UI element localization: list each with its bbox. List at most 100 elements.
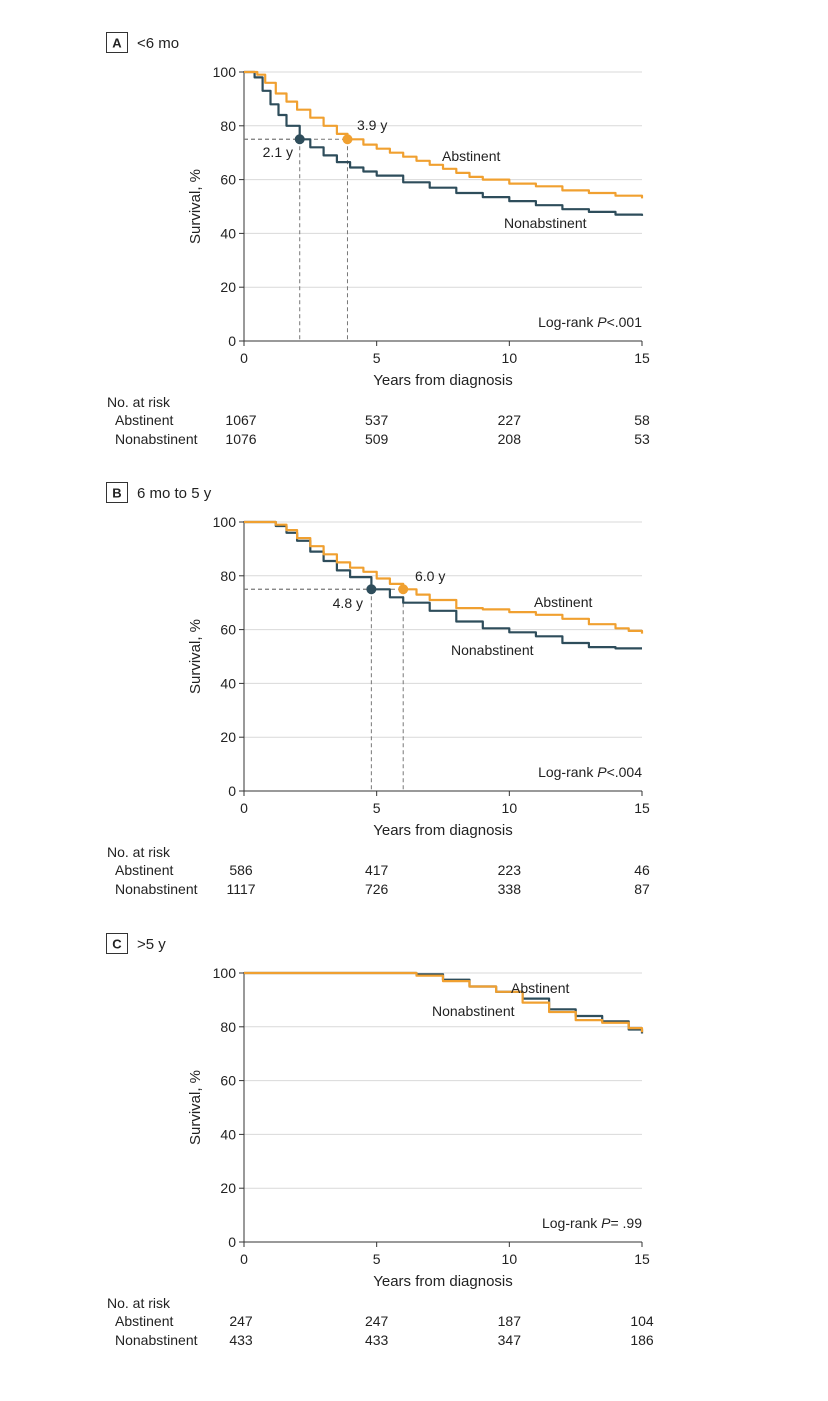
median-label-abstinent: 6.0 y: [415, 568, 445, 584]
logrank-value: = .99: [610, 1215, 642, 1231]
x-tick-label: 0: [240, 800, 248, 816]
x-axis-label: Years from diagnosis: [373, 372, 513, 389]
y-tick-label: 40: [220, 1126, 236, 1142]
x-tick-label: 5: [373, 800, 381, 816]
curve-label-nonabstinent: Nonabstinent: [432, 1003, 515, 1019]
y-tick-label: 40: [220, 225, 236, 241]
logrank-value: <.004: [607, 764, 643, 780]
logrank-annotation: Log-rank P<.001: [538, 314, 642, 330]
risk-cell: 247: [365, 1313, 389, 1329]
median-point-nonabstinent: [294, 134, 305, 145]
risk-cell: 208: [498, 431, 522, 447]
panel-a: A <6 mo 0 20 40 60 80 100 0 5 10 15 Years from diagn…: [106, 32, 650, 447]
median-label-nonabstinent: 4.8 y: [333, 595, 363, 611]
risk-cell: 186: [630, 1332, 654, 1348]
y-tick-label: 60: [220, 622, 236, 638]
logrank-value: <.001: [607, 314, 643, 330]
y-tick-label: 0: [228, 783, 236, 799]
logrank-annotation: Log-rank P= .99: [542, 1215, 642, 1231]
risk-cell: 509: [365, 431, 389, 447]
y-tick-label: 40: [220, 675, 236, 691]
x-tick-label: 5: [373, 350, 381, 366]
y-tick-label: 80: [220, 568, 236, 584]
curve-label-abstinent: Abstinent: [511, 980, 569, 996]
median-point-nonabstinent: [366, 584, 377, 595]
risk-row-label: Nonabstinent: [115, 881, 198, 897]
y-axis-label: Survival, %: [187, 1070, 204, 1145]
curve-label-abstinent: Abstinent: [442, 148, 500, 164]
panel-title: 6 mo to 5 y: [137, 485, 212, 502]
risk-table-header: No. at risk: [107, 844, 171, 860]
y-tick-label: 80: [220, 118, 236, 134]
panel-letter-box: [106, 482, 128, 503]
x-tick-label: 5: [373, 1251, 381, 1267]
curve-abstinent: [244, 971, 644, 1033]
risk-cell: 338: [498, 881, 522, 897]
y-tick-label: 0: [228, 1234, 236, 1250]
logrank-annotation: Log-rank P<.004: [538, 764, 642, 780]
curve-label-abstinent: Abstinent: [534, 594, 592, 610]
y-tick-label: 100: [213, 64, 237, 80]
logrank-prefix: Log-rank: [538, 314, 597, 330]
risk-cell: 53: [634, 431, 650, 447]
median-point-abstinent: [342, 134, 353, 145]
panel-title: >5 y: [137, 936, 166, 953]
logrank-p: P: [601, 1215, 611, 1231]
panel-letter: B: [112, 486, 121, 501]
panel-letter: A: [112, 36, 122, 51]
risk-cell: 58: [634, 412, 650, 428]
risk-cell: 537: [365, 412, 389, 428]
median-label-nonabstinent: 2.1 y: [263, 144, 293, 160]
risk-cell: 347: [498, 1332, 522, 1348]
panel-title: <6 mo: [137, 35, 179, 52]
logrank-prefix: Log-rank: [538, 764, 597, 780]
risk-cell: 726: [365, 881, 389, 897]
risk-table-header: No. at risk: [107, 394, 171, 410]
risk-cell: 87: [634, 881, 650, 897]
logrank-p: P: [597, 764, 607, 780]
x-tick-label: 10: [502, 1251, 518, 1267]
panel-letter: C: [112, 937, 122, 952]
x-axis-label: Years from diagnosis: [373, 822, 513, 839]
panel-letter-box: [106, 933, 128, 954]
y-tick-label: 60: [220, 172, 236, 188]
risk-row-label: Nonabstinent: [115, 431, 198, 447]
risk-row-label: Nonabstinent: [115, 1332, 198, 1348]
risk-cell: 433: [365, 1332, 389, 1348]
median-point-abstinent: [398, 584, 409, 595]
risk-cell: 1076: [225, 431, 256, 447]
risk-cell: 417: [365, 862, 389, 878]
risk-cell: 104: [630, 1313, 654, 1329]
risk-cell: 433: [229, 1332, 253, 1348]
x-tick-label: 0: [240, 350, 248, 366]
y-tick-label: 20: [220, 1180, 236, 1196]
risk-cell: 1117: [226, 881, 255, 897]
x-tick-label: 15: [634, 350, 650, 366]
x-tick-label: 10: [502, 350, 518, 366]
risk-table-header: No. at risk: [107, 1295, 171, 1311]
logrank-prefix: Log-rank: [542, 1215, 601, 1231]
x-tick-label: 0: [240, 1251, 248, 1267]
x-tick-label: 15: [634, 800, 650, 816]
risk-cell: 227: [498, 412, 522, 428]
y-axis-label: Survival, %: [187, 619, 204, 694]
logrank-p: P: [597, 314, 607, 330]
risk-cell: 46: [634, 862, 650, 878]
risk-cell: 1067: [225, 412, 256, 428]
y-tick-label: 20: [220, 729, 236, 745]
y-tick-label: 100: [213, 965, 237, 981]
x-axis-label: Years from diagnosis: [373, 1273, 513, 1290]
risk-row-label: Abstinent: [115, 412, 173, 428]
y-tick-label: 20: [220, 279, 236, 295]
panel-c: C >5 y 0 20 40 60 80 100 0 5 10 15 Years from diagno…: [106, 933, 654, 1348]
risk-cell: 187: [498, 1313, 522, 1329]
x-tick-label: 15: [634, 1251, 650, 1267]
curve-label-nonabstinent: Nonabstinent: [504, 215, 587, 231]
y-tick-label: 60: [220, 1073, 236, 1089]
panel-b: B 6 mo to 5 y 0 20 40 60 80 100 0 5 10 15 Years from…: [106, 482, 650, 897]
panel-letter-box: [106, 32, 128, 53]
risk-row-label: Abstinent: [115, 862, 173, 878]
x-tick-label: 10: [502, 800, 518, 816]
risk-cell: 223: [498, 862, 522, 878]
